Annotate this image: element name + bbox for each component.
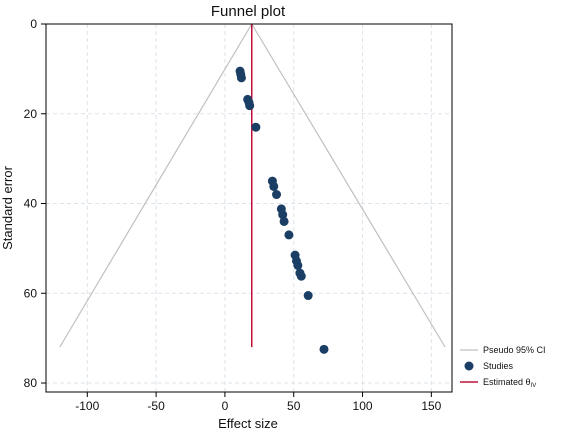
study-point bbox=[278, 210, 288, 220]
study-point bbox=[296, 271, 306, 281]
y-tick-label: 60 bbox=[24, 286, 38, 300]
x-tick-label: 100 bbox=[353, 399, 373, 413]
study-point bbox=[319, 344, 329, 354]
x-axis-label: Effect size bbox=[218, 416, 278, 431]
y-tick-label: 0 bbox=[30, 17, 37, 31]
y-axis: 0 20 40 60 80 bbox=[24, 17, 46, 390]
y-tick-label: 20 bbox=[24, 107, 38, 121]
legend-studies-label: Studies bbox=[483, 361, 514, 371]
funnel-right-boundary bbox=[251, 23, 446, 348]
x-tick-label: -100 bbox=[75, 399, 99, 413]
y-tick-label: 80 bbox=[24, 376, 38, 390]
y-tick-label: 40 bbox=[24, 197, 38, 211]
legend: Pseudo 95% CI Studies Estimated θIV bbox=[460, 345, 546, 389]
study-point bbox=[245, 101, 255, 111]
x-axis: -100 -50 0 50 100 150 bbox=[75, 392, 442, 413]
legend-estimate-label: Estimated θIV bbox=[483, 377, 536, 389]
study-point bbox=[251, 122, 261, 132]
legend-ci-label: Pseudo 95% CI bbox=[483, 345, 546, 355]
study-point bbox=[269, 181, 279, 191]
study-point bbox=[279, 216, 289, 226]
x-tick-label: 50 bbox=[287, 399, 301, 413]
legend-studies-swatch bbox=[464, 361, 474, 371]
study-point bbox=[272, 190, 282, 200]
funnel-left-boundary bbox=[59, 23, 253, 348]
study-point bbox=[303, 291, 313, 301]
y-axis-label: Standard error bbox=[0, 165, 15, 249]
legend-estimate-subscript: IV bbox=[531, 383, 537, 389]
study-points bbox=[235, 66, 329, 354]
x-tick-label: 0 bbox=[222, 399, 229, 413]
study-point bbox=[293, 260, 303, 270]
chart-title: Funnel plot bbox=[211, 3, 286, 20]
study-point bbox=[236, 73, 246, 83]
study-point bbox=[284, 230, 294, 240]
x-tick-label: 150 bbox=[421, 399, 441, 413]
pseudo-ci-funnel bbox=[59, 23, 446, 348]
grid-lines bbox=[46, 23, 452, 392]
legend-estimate-text: Estimated θ bbox=[483, 377, 531, 387]
plot-frame bbox=[45, 23, 453, 393]
x-tick-label: -50 bbox=[147, 399, 165, 413]
